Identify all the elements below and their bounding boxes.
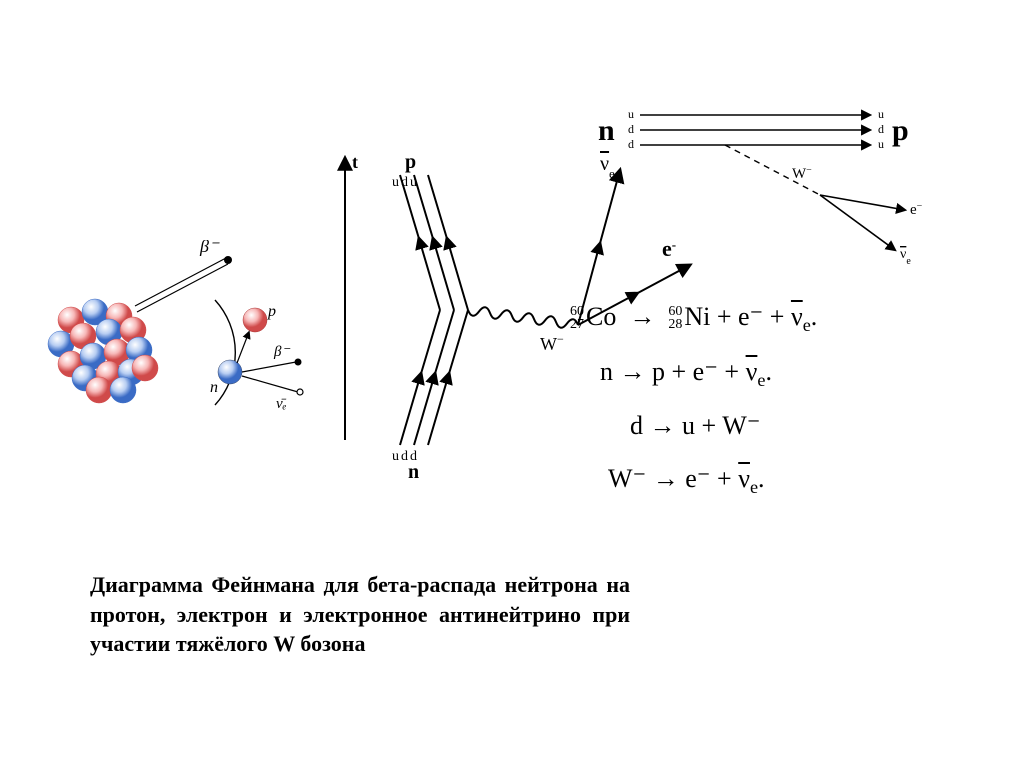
w-label-right: W− — [792, 165, 812, 183]
nu-label-right: νe — [900, 247, 911, 267]
qout-2: u — [878, 137, 884, 151]
zoom-p-label: p — [267, 303, 276, 320]
n-label: n — [598, 114, 615, 147]
time-axis-label: t — [352, 152, 358, 172]
zoom-beta-label: β⁻ — [273, 344, 290, 360]
equation-1: n → p + e⁻ + νe. — [570, 345, 817, 400]
zoom-n-label: n — [210, 379, 218, 396]
qin-0: u — [628, 107, 634, 121]
p-label: p — [892, 114, 909, 147]
qout-1: d — [878, 122, 884, 136]
e-label-right: e− — [910, 201, 923, 219]
w-boson-label: W− — [540, 332, 564, 354]
udu-label: udu — [392, 175, 419, 190]
feynman-right: n p u d d u d u W− e− νe — [580, 90, 980, 280]
figure-caption: Диаграмма Фейнмана для бета-распада нейт… — [90, 570, 630, 659]
equation-0: 6027Co → 6028Ni + e⁻ + νe. — [570, 290, 817, 345]
equations-block: 6027Co → 6028Ni + e⁻ + νe. n → p + e⁻ + … — [570, 290, 817, 507]
nucleus-illustration: β⁻ p n β⁻ ν̄ₑ — [30, 240, 330, 460]
zoom-nu-label: ν̄ₑ — [276, 396, 287, 412]
beta-label: β⁻ — [199, 240, 220, 256]
proton-top-label: p — [405, 151, 416, 173]
qin-2: d — [628, 137, 634, 151]
equation-3: W⁻ → e⁻ + νe. — [570, 452, 817, 507]
equation-2: d → u + W⁻ — [570, 399, 817, 452]
neutron-bottom-label: n — [408, 461, 419, 480]
qout-0: u — [878, 107, 884, 121]
qin-1: d — [628, 122, 634, 136]
